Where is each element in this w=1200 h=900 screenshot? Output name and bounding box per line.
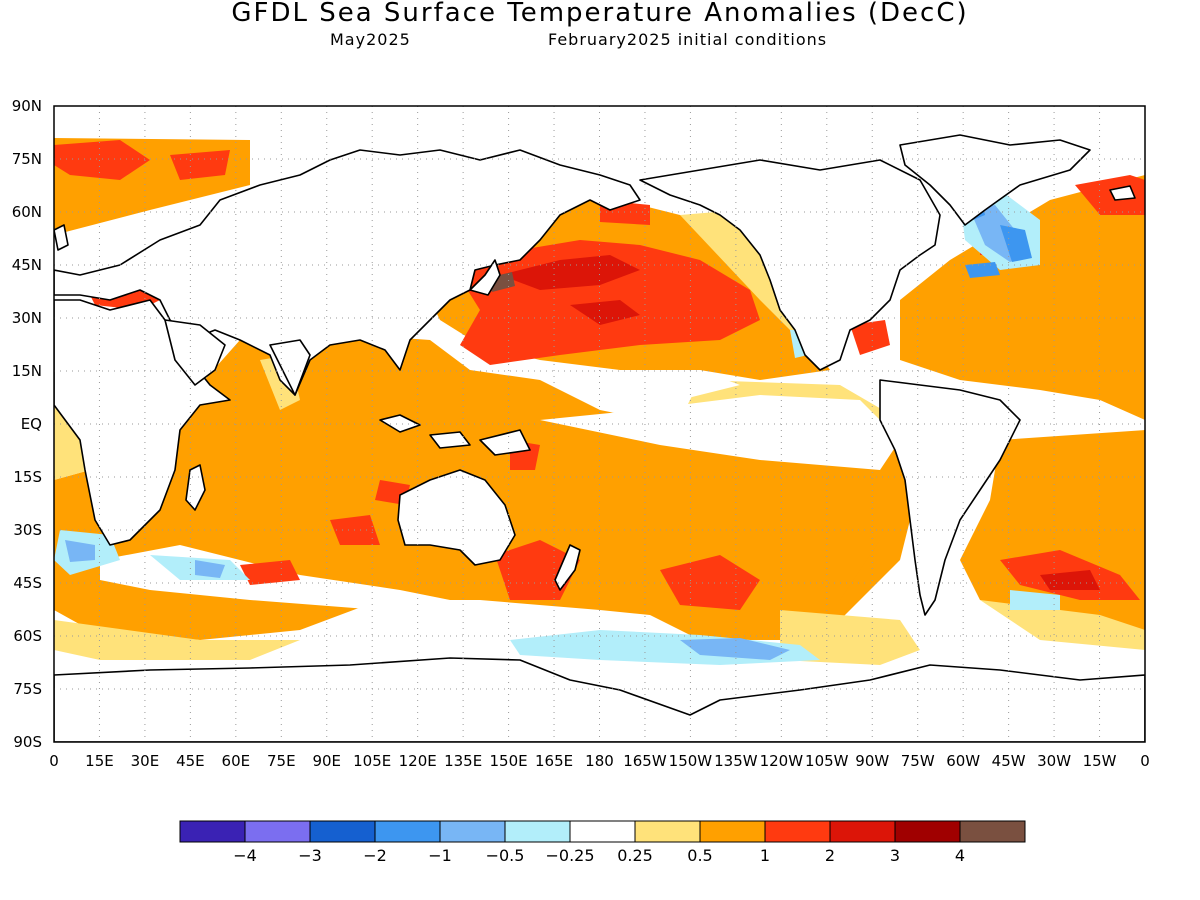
plot-frame: [53, 105, 1146, 743]
lon-tick-label: 45E: [176, 752, 205, 770]
lon-tick-label: 120E: [399, 752, 437, 770]
lon-tick-label: 90E: [312, 752, 341, 770]
lat-tick-label: 45S: [13, 574, 42, 592]
initial-conditions-label: February2025 initial conditions: [548, 30, 828, 49]
latitude-labels: 90N 75N 60N 45N 30N 15N EQ 15S 30S 45S 60S 75S 90S: [12, 97, 42, 751]
lon-tick-label: 60E: [222, 752, 251, 770]
lon-tick-label: 165W: [623, 752, 667, 770]
colorbar-label: 1: [760, 846, 770, 865]
colorbar-label: 4: [955, 846, 965, 865]
colorbar-swatch: [764, 820, 831, 843]
colorbar-label: −4: [233, 846, 257, 865]
lon-tick-label: 105W: [805, 752, 849, 770]
lon-tick-label: 30W: [1037, 752, 1071, 770]
colorbar-label: 0.25: [617, 846, 653, 865]
lon-tick-label: 165E: [535, 752, 573, 770]
colorbar-label: −3: [298, 846, 322, 865]
lat-tick-label: 15N: [12, 362, 42, 380]
lat-tick-label: 45N: [12, 256, 42, 274]
anomaly-field: [54, 106, 1145, 742]
lon-tick-label: 30E: [131, 752, 160, 770]
lon-tick-label: 45W: [992, 752, 1026, 770]
colorbar-swatch: [179, 820, 246, 843]
lon-tick-label: 135W: [714, 752, 758, 770]
lon-tick-label: 180: [585, 752, 614, 770]
lon-tick-label: 15E: [85, 752, 114, 770]
lon-tick-label: 150W: [669, 752, 713, 770]
colorbar-swatch: [374, 820, 441, 843]
lat-tick-label: 15S: [13, 468, 42, 486]
colorbar-label: −0.25: [545, 846, 594, 865]
very-warm-regions: [500, 255, 1100, 590]
lon-tick-label: 75W: [901, 752, 935, 770]
colorbar-label: 3: [890, 846, 900, 865]
valid-month-label: May2025: [330, 30, 411, 49]
colorbar-swatch: [504, 820, 571, 843]
lon-tick-label: 120W: [760, 752, 804, 770]
colorbar-label: 0.5: [687, 846, 712, 865]
lat-tick-label: 30S: [13, 521, 42, 539]
lon-tick-label: 105E: [353, 752, 391, 770]
chart-title: GFDL Sea Surface Temperature Anomalies (…: [231, 0, 969, 28]
colorbar-swatch: [829, 820, 896, 843]
lat-tick-label: 75N: [12, 150, 42, 168]
lat-tick-label: 60N: [12, 203, 42, 221]
colorbar-swatch: [894, 820, 961, 843]
colorbar: −4 −3 −2 −1 −0.5 −0.25 0.25 0.5 1 2 3 4: [179, 820, 1026, 865]
colorbar-label: −1: [428, 846, 452, 865]
lon-tick-label: 60W: [946, 752, 980, 770]
colorbar-label: −2: [363, 846, 387, 865]
lat-tick-label: 30N: [12, 309, 42, 327]
lon-tick-label: 15W: [1083, 752, 1117, 770]
lon-tick-label: 0: [1140, 752, 1150, 770]
lat-tick-label: 90N: [12, 97, 42, 115]
colorbar-label: −0.5: [486, 846, 525, 865]
graticule: [54, 106, 1145, 742]
colorbar-swatch: [244, 820, 311, 843]
colorbar-swatch: [309, 820, 376, 843]
lat-tick-label: 60S: [13, 627, 42, 645]
lon-tick-label: 150E: [490, 752, 528, 770]
lat-tick-label: 75S: [13, 680, 42, 698]
colorbar-swatch: [634, 820, 701, 843]
lon-tick-label: 0: [49, 752, 59, 770]
colorbar-swatch: [439, 820, 506, 843]
lon-tick-label: 90W: [855, 752, 889, 770]
lon-tick-label: 135E: [444, 752, 482, 770]
colorbar-swatch: [959, 820, 1026, 843]
lat-tick-label: EQ: [21, 415, 42, 433]
colorbar-swatch: [699, 820, 766, 843]
colorbar-swatch: [569, 820, 636, 843]
longitude-labels: 0 15E 30E 45E 60E 75E 90E 105E 120E 135E 150E 165E 1…: [49, 752, 1150, 770]
lat-tick-label: 90S: [13, 733, 42, 751]
colorbar-label: 2: [825, 846, 835, 865]
lon-tick-label: 75E: [267, 752, 296, 770]
